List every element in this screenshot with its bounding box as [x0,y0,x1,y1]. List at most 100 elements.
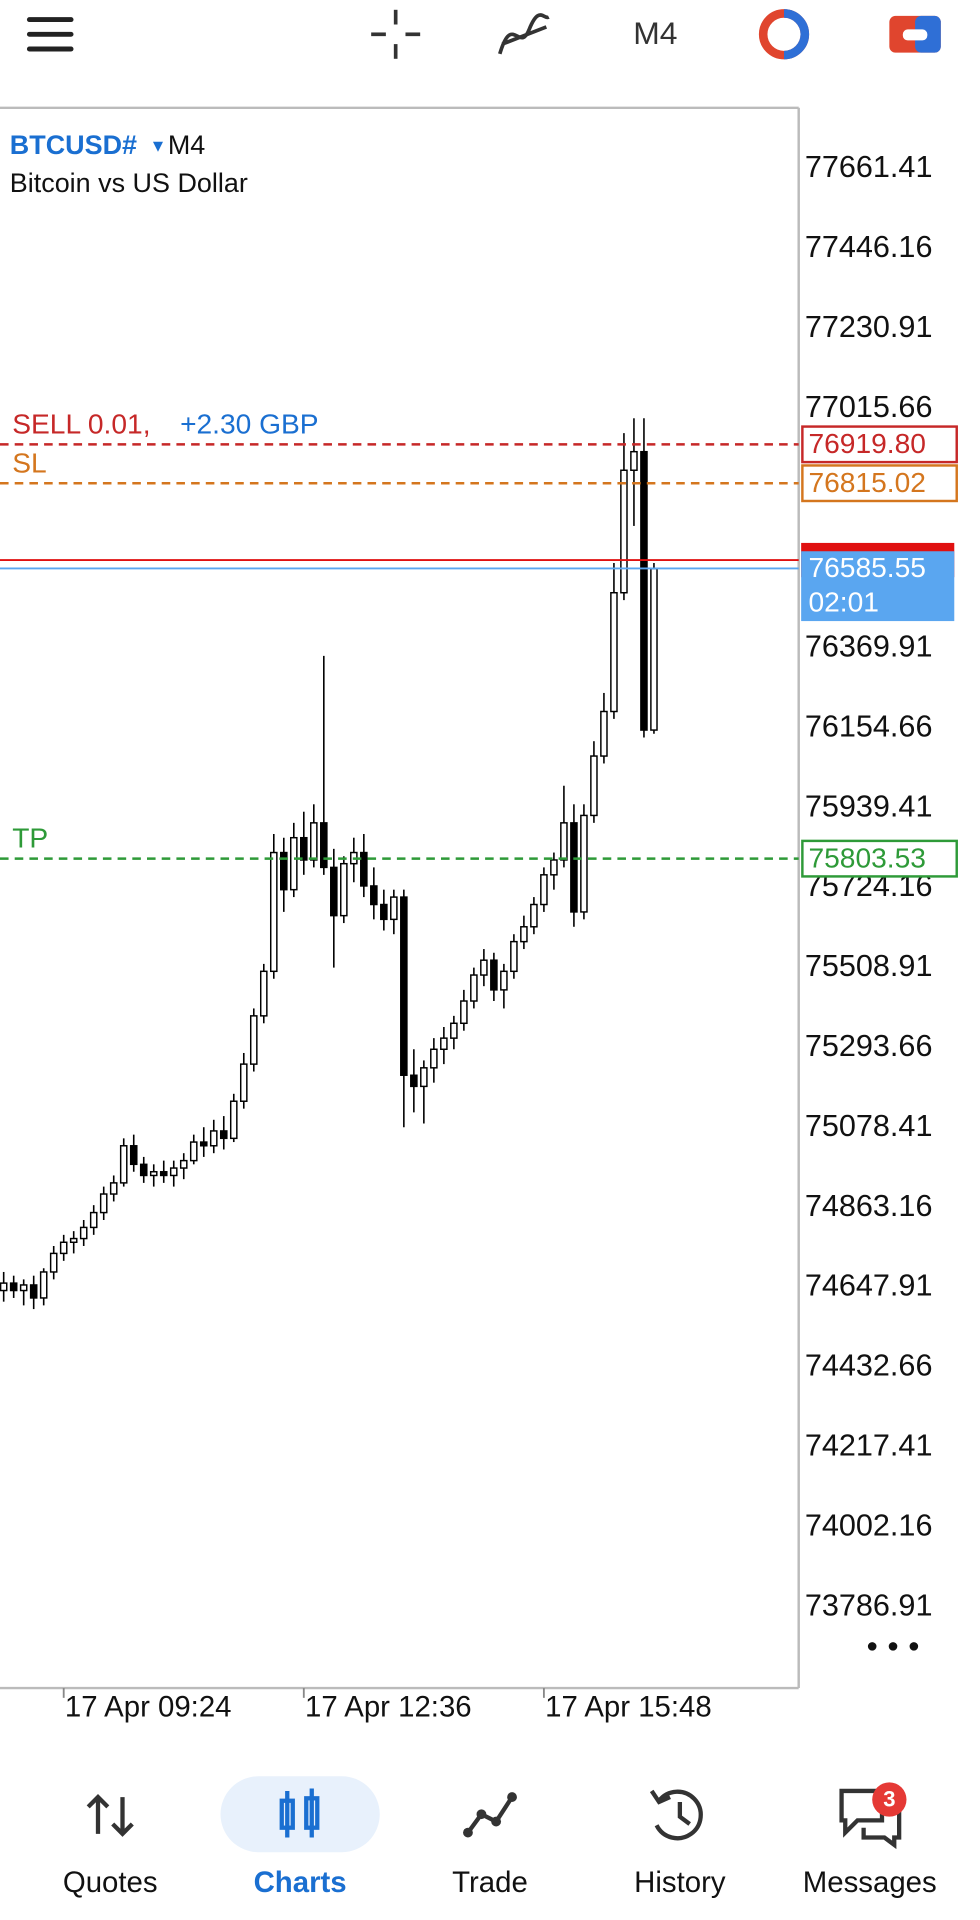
candle-body [580,814,588,913]
candle-body [269,851,278,973]
candle-body [640,450,648,731]
more-button[interactable] [867,1642,919,1651]
dot [888,1642,898,1651]
candle-body [199,1141,208,1147]
candle-body [279,851,288,891]
y-tick-label: 74002.16 [805,1508,933,1542]
arrow-down [111,1797,134,1837]
nav-tab-label[interactable]: Messages [803,1866,937,1899]
order-level-label: SL [12,446,46,478]
candle-body [330,866,338,917]
nav-tab-label[interactable]: History [634,1866,726,1899]
candle-body [79,1226,88,1240]
candle-body [390,896,398,921]
y-tick-label: 75508.91 [805,949,933,983]
candle-body [169,1167,178,1177]
indicators-button[interactable] [498,13,550,55]
timeframe-button[interactable]: M4 [633,15,677,51]
menu-bar [26,46,74,52]
menu-bar [26,31,74,37]
history-arrow [649,1789,671,1805]
candle-body [540,874,548,906]
chart-timeframe: M4 [168,130,205,160]
candle-body [650,567,658,731]
candle-body [490,959,498,991]
candle-body [179,1159,188,1169]
trade-icon [463,1792,517,1838]
symbol[interactable]: BTCUSD# [10,130,137,160]
candle-body [219,1130,228,1140]
candle-body [300,836,308,861]
candle-body [570,822,578,913]
active-tab-pill [220,1776,380,1853]
bar-countdown: 02:01 [808,585,878,617]
candle-body [380,903,388,921]
x-tick-label: 17 Apr 09:24 [65,1691,232,1724]
nav-tab-label[interactable]: Quotes [63,1866,158,1899]
objects-button[interactable] [758,9,810,60]
dot [867,1642,877,1651]
symbol-dropdown-arrow[interactable]: ▼ [149,136,166,156]
nav-tab-label[interactable]: Charts [254,1866,347,1899]
candle-body [189,1141,198,1162]
bottom-nav: 3 Quotes Charts Trade History Messages [63,1782,937,1899]
order-level-label: TP [12,822,48,854]
candle-body [59,1241,68,1255]
icon-ring-half [783,9,810,60]
trade-icon-dot [476,1809,487,1820]
candle-body [29,1284,38,1299]
crosshair-button[interactable] [371,9,421,59]
symbol-description: Bitcoin vs US Dollar [10,168,248,198]
y-tick-label: 76369.91 [805,630,933,664]
trade-icon-dot [491,1816,502,1827]
candle-body [440,1037,448,1051]
candle-body [510,940,518,973]
price-box-label: 76815.02 [808,466,925,498]
dot [909,1642,919,1651]
candle-body [0,1282,8,1292]
candle-body [149,1171,158,1177]
chart [0,418,799,1310]
bid-price: 76585.55 [808,551,925,583]
y-tick-label: 77230.91 [805,310,933,344]
nav-tab-label[interactable]: Trade [452,1866,528,1899]
candle-body [470,974,478,1002]
order-profit: +2.30 GBP [180,407,319,439]
icon-inner [902,29,928,41]
candle-body [39,1271,48,1299]
candle-body [480,959,488,976]
price-box [801,464,958,503]
candle-body [560,822,568,861]
menu-bar [26,17,74,23]
badge [872,1782,907,1817]
price-box-label: 76919.80 [808,427,925,459]
menu-button[interactable] [26,17,74,52]
candle-body [69,1237,78,1244]
candle-body [340,862,348,917]
quotes-icon [86,1794,134,1837]
trade-icon-dot [507,1792,517,1802]
trade-icon-line [466,1795,514,1834]
candle-body [209,1130,218,1147]
candle-body [460,1000,468,1025]
candle-body [129,1145,138,1166]
y-tick-label: 77661.41 [805,150,933,184]
candle-body [590,755,598,817]
candle-body [229,1100,238,1140]
history-hands [677,1801,691,1826]
history-circle [654,1789,703,1841]
icon-box-half [915,15,941,53]
candle-body [239,1063,248,1102]
candle-body [430,1048,438,1069]
candle-body [9,1282,18,1292]
candle-body [360,851,368,887]
trade-button[interactable] [889,15,941,53]
price-box [801,425,958,464]
candle-body [600,710,608,757]
candle-body [119,1145,128,1184]
trade-icon-dot [463,1827,473,1838]
candle-body [249,1015,258,1065]
y-tick-label: 77015.66 [805,390,933,424]
